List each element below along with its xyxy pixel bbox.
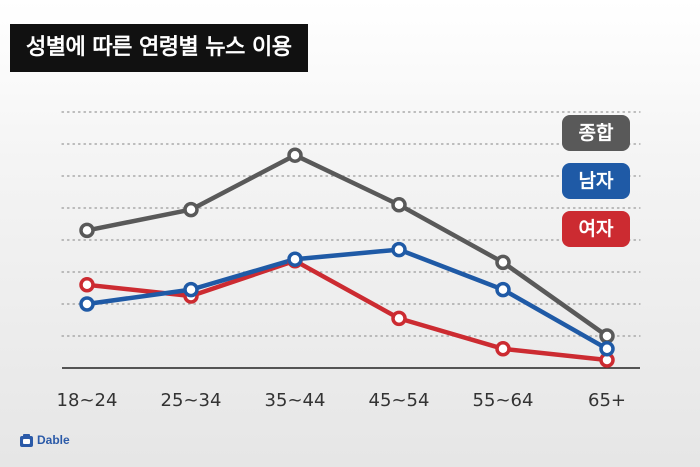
series-line-종합 <box>84 152 610 339</box>
data-point-남자-45~54 <box>391 241 407 258</box>
data-point-종합-35~44 <box>287 147 303 163</box>
dable-logo-icon <box>20 433 33 447</box>
data-point-종합-55~64 <box>495 254 511 271</box>
series-line-여자 <box>84 258 610 363</box>
gridlines <box>61 111 641 337</box>
series-layer <box>79 147 615 368</box>
data-point-종합-45~54 <box>391 197 407 213</box>
data-point-남자-65+ <box>599 341 615 357</box>
x-tick-label: 35~44 <box>265 390 326 411</box>
data-point-종합-65+ <box>599 328 615 344</box>
data-point-남자-18~24 <box>79 296 95 312</box>
data-point-종합-25~34 <box>183 201 199 218</box>
x-tick-labels: 18~24 25~34 35~44 45~54 55~64 65+ <box>57 390 626 411</box>
data-point-남자-55~64 <box>495 281 511 298</box>
legend-item-total: 종합 <box>562 115 630 151</box>
x-tick-label: 45~54 <box>369 390 430 411</box>
data-point-남자-35~44 <box>287 251 303 267</box>
x-tick-label: 65+ <box>588 390 626 411</box>
x-tick-label: 18~24 <box>57 390 118 411</box>
legend-item-female: 여자 <box>562 211 630 247</box>
data-point-여자-45~54 <box>391 310 407 327</box>
x-tick-label: 55~64 <box>473 390 534 411</box>
legend: 종합 남자 여자 <box>562 115 630 259</box>
brand-name: Dable <box>37 433 70 447</box>
x-tick-label: 25~34 <box>161 390 222 411</box>
data-point-남자-25~34 <box>183 281 199 298</box>
data-point-여자-55~64 <box>495 341 511 357</box>
data-point-여자-18~24 <box>79 277 95 293</box>
data-point-종합-18~24 <box>79 222 95 239</box>
brand-logo: Dable <box>20 433 70 447</box>
chart-title: 성별에 따른 연령별 뉴스 이용 <box>10 24 308 72</box>
legend-item-male: 남자 <box>562 163 630 199</box>
series-line-남자 <box>84 247 610 352</box>
